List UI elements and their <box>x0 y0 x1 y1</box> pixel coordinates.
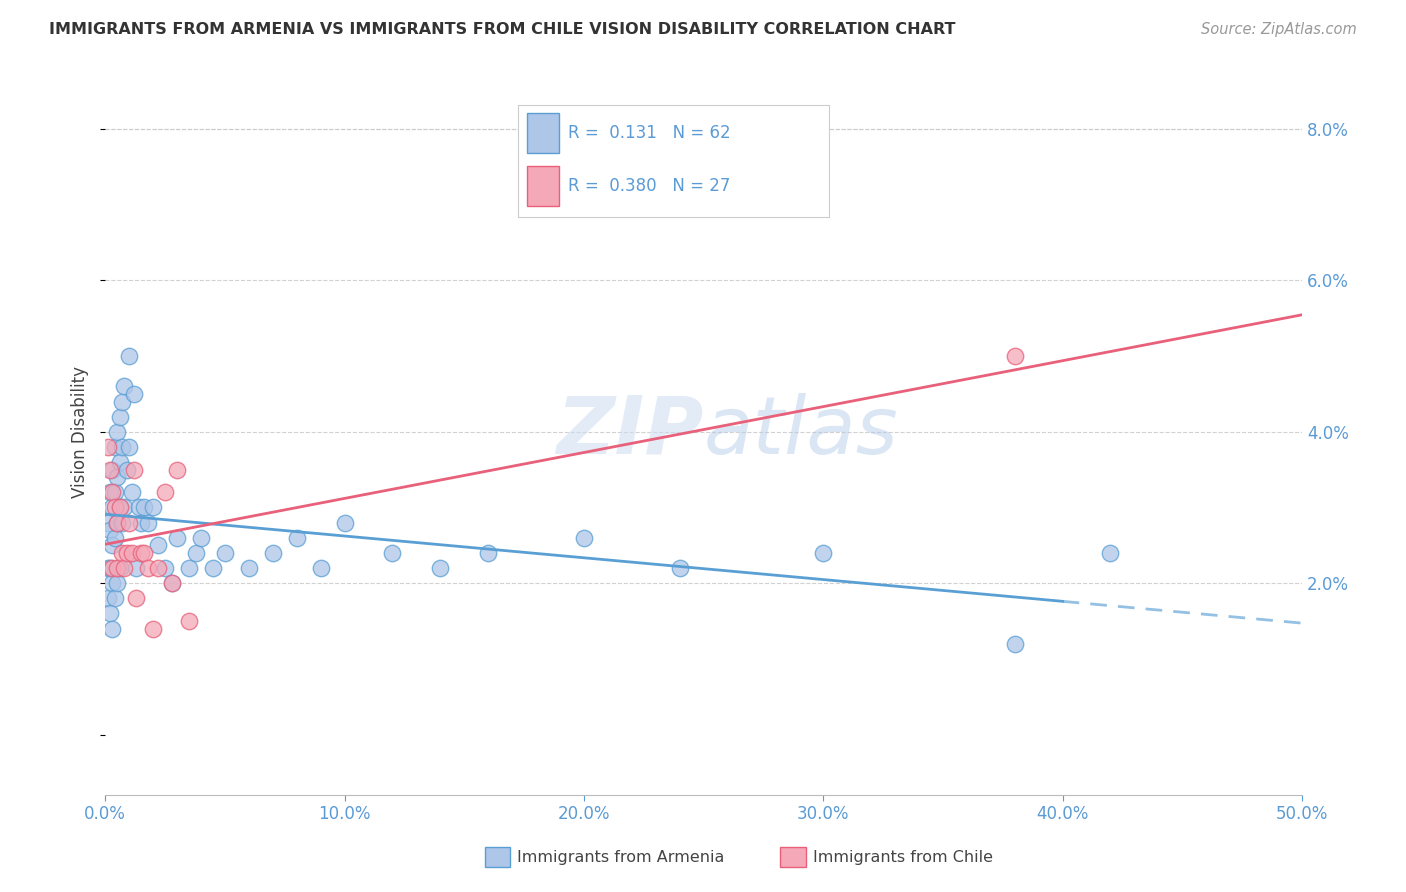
Point <box>142 500 165 515</box>
Point <box>238 561 260 575</box>
Point <box>125 591 148 606</box>
Point <box>477 546 499 560</box>
Point <box>101 485 124 500</box>
Point <box>101 561 124 575</box>
Point <box>132 500 155 515</box>
Point <box>111 546 134 560</box>
Point <box>177 561 200 575</box>
Point <box>112 379 135 393</box>
Point <box>105 516 128 530</box>
Text: atlas: atlas <box>703 392 898 471</box>
Text: Source: ZipAtlas.com: Source: ZipAtlas.com <box>1201 22 1357 37</box>
Point <box>813 546 835 560</box>
Text: ZIP: ZIP <box>557 392 703 471</box>
Point <box>285 531 308 545</box>
Point <box>98 561 121 575</box>
Point <box>104 500 127 515</box>
Point <box>97 561 120 575</box>
Point <box>105 516 128 530</box>
Point <box>214 546 236 560</box>
Point <box>177 614 200 628</box>
Point <box>201 561 224 575</box>
Point <box>105 425 128 439</box>
Point <box>118 440 141 454</box>
Point <box>160 576 183 591</box>
Point <box>101 576 124 591</box>
Point <box>166 531 188 545</box>
Point <box>105 470 128 484</box>
Point <box>108 409 131 424</box>
Point <box>118 516 141 530</box>
Point <box>128 500 150 515</box>
Point <box>153 561 176 575</box>
Point <box>101 622 124 636</box>
Point <box>333 516 356 530</box>
Point <box>105 576 128 591</box>
Point <box>115 462 138 476</box>
Point <box>1099 546 1122 560</box>
Point <box>668 561 690 575</box>
Point <box>136 516 159 530</box>
Point <box>190 531 212 545</box>
Point <box>111 394 134 409</box>
Point <box>146 538 169 552</box>
Point <box>121 485 143 500</box>
Point <box>111 440 134 454</box>
Point <box>153 485 176 500</box>
Point <box>160 576 183 591</box>
Point <box>105 561 128 575</box>
Point <box>132 546 155 560</box>
Point <box>98 523 121 537</box>
Point <box>101 538 124 552</box>
Point <box>262 546 284 560</box>
Point <box>108 561 131 575</box>
Point <box>166 462 188 476</box>
Point <box>429 561 451 575</box>
Point <box>101 500 124 515</box>
Point <box>111 516 134 530</box>
Point <box>572 531 595 545</box>
Point <box>136 561 159 575</box>
Point <box>98 607 121 621</box>
Text: Immigrants from Chile: Immigrants from Chile <box>813 850 993 864</box>
Point <box>129 546 152 560</box>
Text: Immigrants from Armenia: Immigrants from Armenia <box>517 850 724 864</box>
Point <box>125 561 148 575</box>
Point <box>97 516 120 530</box>
Point <box>122 462 145 476</box>
Point <box>97 591 120 606</box>
Point <box>104 440 127 454</box>
Point <box>146 561 169 575</box>
Point <box>1004 349 1026 363</box>
Text: IMMIGRANTS FROM ARMENIA VS IMMIGRANTS FROM CHILE VISION DISABILITY CORRELATION C: IMMIGRANTS FROM ARMENIA VS IMMIGRANTS FR… <box>49 22 956 37</box>
Point <box>112 500 135 515</box>
Point <box>108 500 131 515</box>
Point <box>104 591 127 606</box>
Point <box>1004 637 1026 651</box>
Y-axis label: Vision Disability: Vision Disability <box>72 366 89 498</box>
Point <box>101 462 124 476</box>
Point <box>108 500 131 515</box>
Point <box>115 546 138 560</box>
Point <box>121 546 143 560</box>
Point <box>381 546 404 560</box>
Point <box>118 349 141 363</box>
Point <box>309 561 332 575</box>
Point <box>97 440 120 454</box>
Point <box>129 516 152 530</box>
Point <box>104 485 127 500</box>
Point <box>142 622 165 636</box>
Point <box>98 485 121 500</box>
Point <box>104 531 127 545</box>
Point <box>186 546 208 560</box>
Point <box>108 455 131 469</box>
Point <box>98 462 121 476</box>
Point <box>112 561 135 575</box>
Point <box>122 387 145 401</box>
